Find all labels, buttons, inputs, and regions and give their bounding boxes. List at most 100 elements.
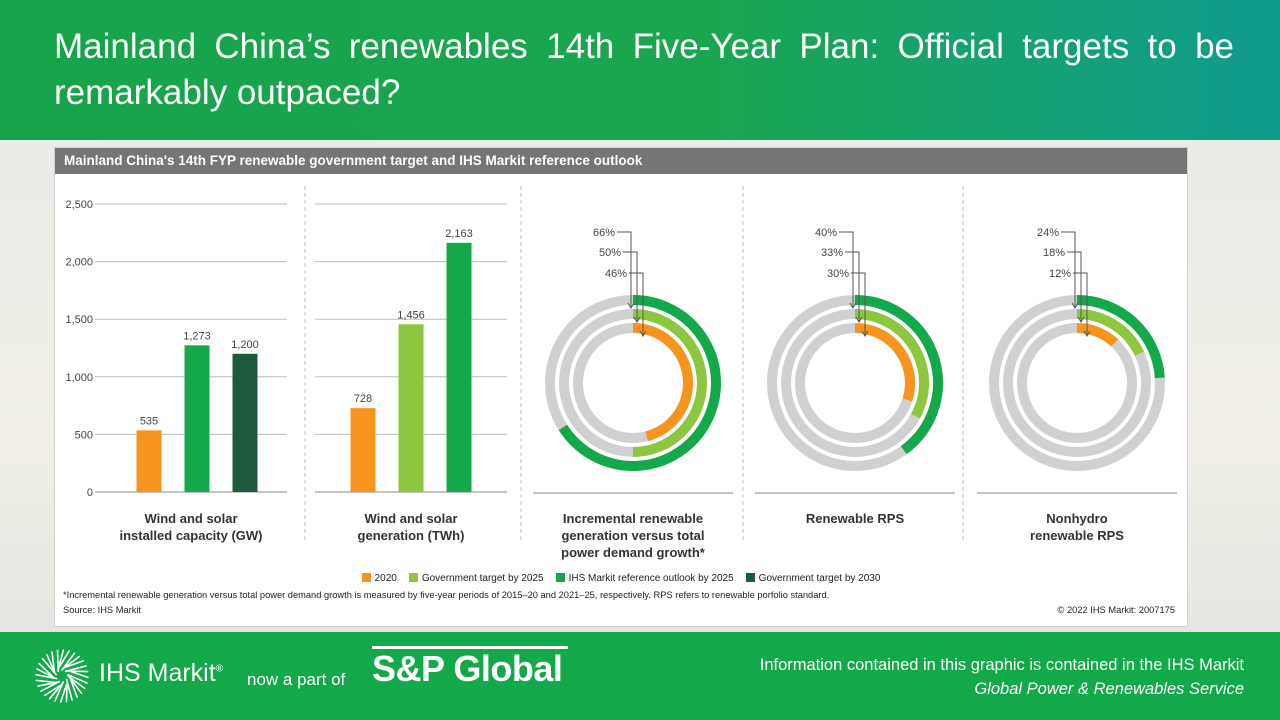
y-tick-label: 2,000 [65,257,93,269]
category-label: Renewable RPS [806,511,905,526]
donut-ring-arc [632,323,693,442]
donut-callout-line [617,231,632,307]
donut-callout-line [629,272,644,335]
legend-swatch [408,573,418,582]
logo-ray [67,673,88,684]
donut-ring-arc [854,295,943,455]
bar [136,430,162,492]
logo-ray [70,679,78,698]
chart-legend: 2020 Government target by 2025 IHS Markit … [55,573,1187,584]
donut-callout-arrow [849,302,857,309]
donut-callout-line [1067,251,1082,321]
category-label: renewable RPS [1030,528,1124,543]
bar-value-label: 2,163 [445,228,473,240]
logo-ray [59,684,68,703]
logo-ray [65,660,84,668]
donut-value-label: 46% [605,268,627,280]
footer-brand: IHS Markit® [99,659,223,688]
footer-brand-mark: ® [215,663,224,675]
y-tick-label: 2,500 [65,199,93,211]
bar-value-label: 1,200 [231,339,259,351]
footer-part-of: now a part of [247,670,346,689]
logo-ray [70,670,89,679]
donut-callout-line [1073,272,1088,335]
logo-ray [43,684,61,697]
donut-callout-arrow [855,316,863,323]
bar [398,324,424,492]
donut-ring-arc [1076,309,1144,356]
logo-ray [35,679,55,684]
category-label: Wind and solar [364,511,457,526]
donut-value-label: 12% [1049,268,1071,280]
legend-swatch [555,573,565,582]
donut-callout-line [839,231,854,307]
donut-callout-arrow [1071,302,1079,309]
donut-ring-arc [854,309,929,419]
donut-callout-arrow [1077,316,1085,323]
legend-label: Government target by 2025 [421,573,544,584]
bar [350,408,376,492]
donut-callout-line [845,251,860,321]
sp-global-logo-line [372,646,568,649]
footer-bar [0,632,1280,720]
donut-callout-arrow [627,302,635,309]
legend-swatch [745,573,755,582]
bar-value-label: 728 [354,393,372,405]
donut-callout-line [851,272,866,335]
category-label: power demand growth* [561,545,706,560]
donut-value-label: 30% [827,268,849,280]
donut-ring-arc [558,295,721,471]
donut-callout-arrow [1083,330,1091,337]
footer-info-line1: Information contained in this graphic is… [759,656,1244,674]
header-banner: Mainland China’s renewables 14th Five-Ye… [0,0,1280,140]
legend-item: Government target by 2025 [408,573,544,584]
y-tick-label: 0 [87,487,93,499]
y-tick-label: 500 [75,429,93,441]
chart-card: Mainland China's 14th FYP renewable gove… [54,147,1188,627]
bar [232,353,258,492]
donut-ring-arc [1076,323,1119,347]
category-label: installed capacity (GW) [119,528,262,543]
category-label: Nonhydro [1046,511,1107,526]
page-title: Mainland China’s renewables 14th Five-Ye… [54,27,1234,112]
donut-callout-arrow [633,316,641,323]
donut-value-label: 66% [593,227,615,239]
logo-ray [51,651,55,671]
chart-footnote: *Incremental renewable generation versus… [63,590,830,600]
donut-ring-arc [854,323,915,402]
category-label: Incremental renewable [563,511,703,526]
chart-canvas: 2,500 2,000 1,500 1,000 500 0 535 1,273 1,200 Win… [65,186,1177,560]
donut-callout-arrow [639,330,647,337]
category-label: generation versus total [561,528,704,543]
category-label: Wind and solar [144,511,237,526]
donut-ring-arc [1076,295,1165,379]
y-tick-label: 1,000 [65,372,93,384]
donut-value-label: 24% [1037,227,1059,239]
donut-callout-arrow [861,330,869,337]
donut-callout-line [623,251,638,321]
bar-value-label: 535 [140,415,158,427]
chart-title: Mainland China's 14th FYP renewable gove… [55,148,1187,174]
bar-value-label: 1,273 [183,330,211,342]
logo-ray [38,662,53,677]
logo-ray [58,650,70,668]
bar-value-label: 1,456 [397,309,425,321]
y-tick-label: 1,500 [65,314,93,326]
category-label: generation (TWh) [358,528,465,543]
donut-value-label: 18% [1043,247,1065,259]
ihs-markit-logo-icon [35,649,89,703]
legend-item: 2020 [361,573,397,584]
legend-label: Government target by 2030 [758,573,881,584]
donut-value-label: 40% [815,227,837,239]
chart-copyright: © 2022 IHS Markit: 2007175 [1057,605,1175,615]
legend-item: Government target by 2030 [745,573,881,584]
donut-value-label: 50% [599,247,621,259]
footer-brand-name: IHS Markit [99,659,216,687]
chart-source: Source: IHS Markit [63,605,142,615]
donut-ring-arc [632,309,707,457]
sp-global-logo: S&P Global [372,648,563,689]
legend-label: IHS Markit reference outlook by 2025 [568,573,734,584]
legend-item: IHS Markit reference outlook by 2025 [555,573,734,584]
legend-label: 2020 [374,573,397,584]
bar [446,242,472,492]
